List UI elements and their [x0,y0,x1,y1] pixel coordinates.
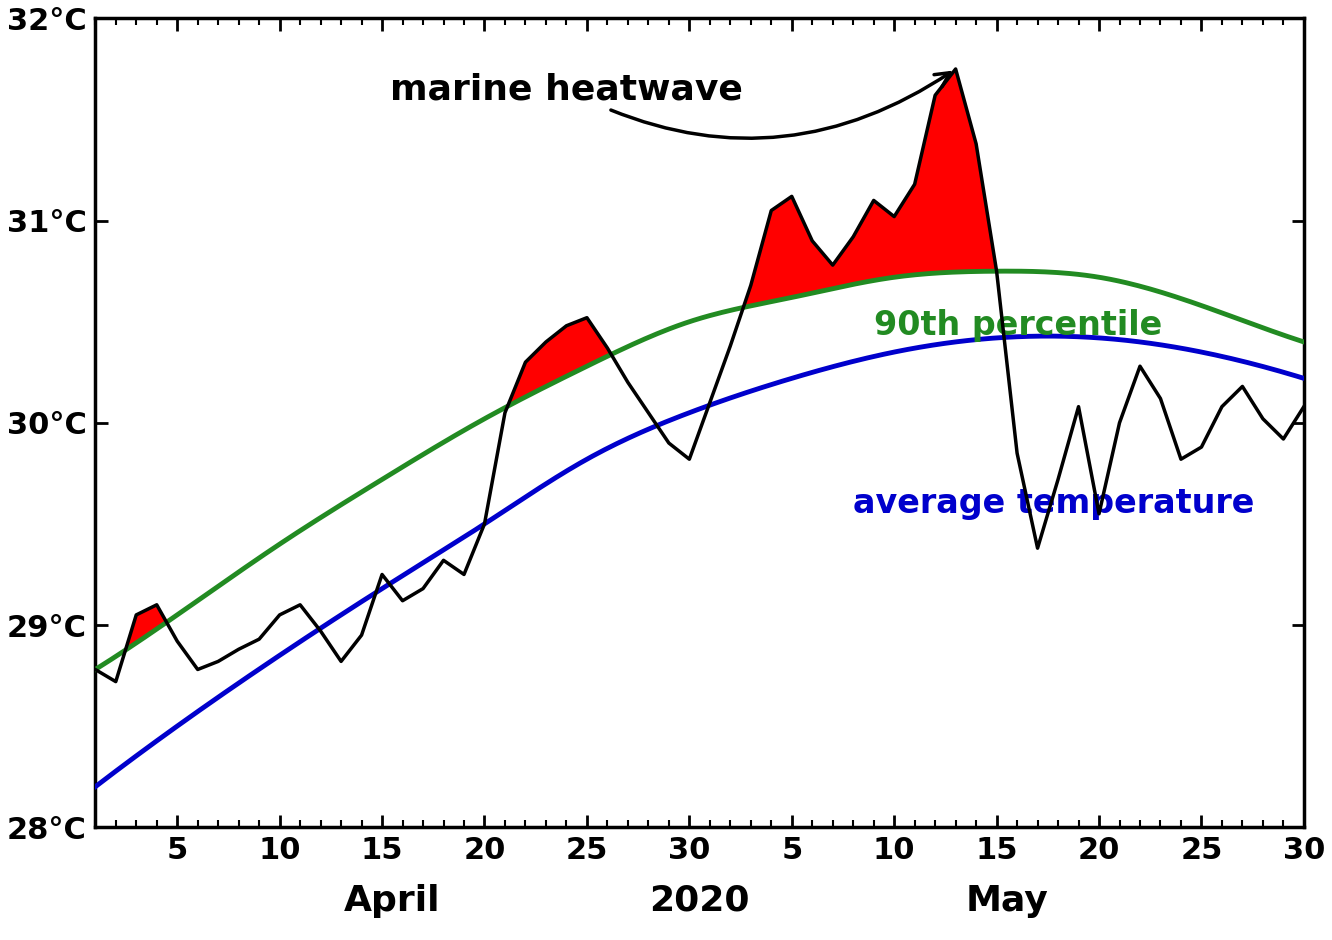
Text: 90th percentile: 90th percentile [874,309,1162,342]
Text: April: April [344,884,441,917]
Text: May: May [966,884,1048,917]
Text: marine heatwave: marine heatwave [390,72,950,138]
Text: 2020: 2020 [649,884,750,917]
Text: average temperature: average temperature [854,487,1255,520]
